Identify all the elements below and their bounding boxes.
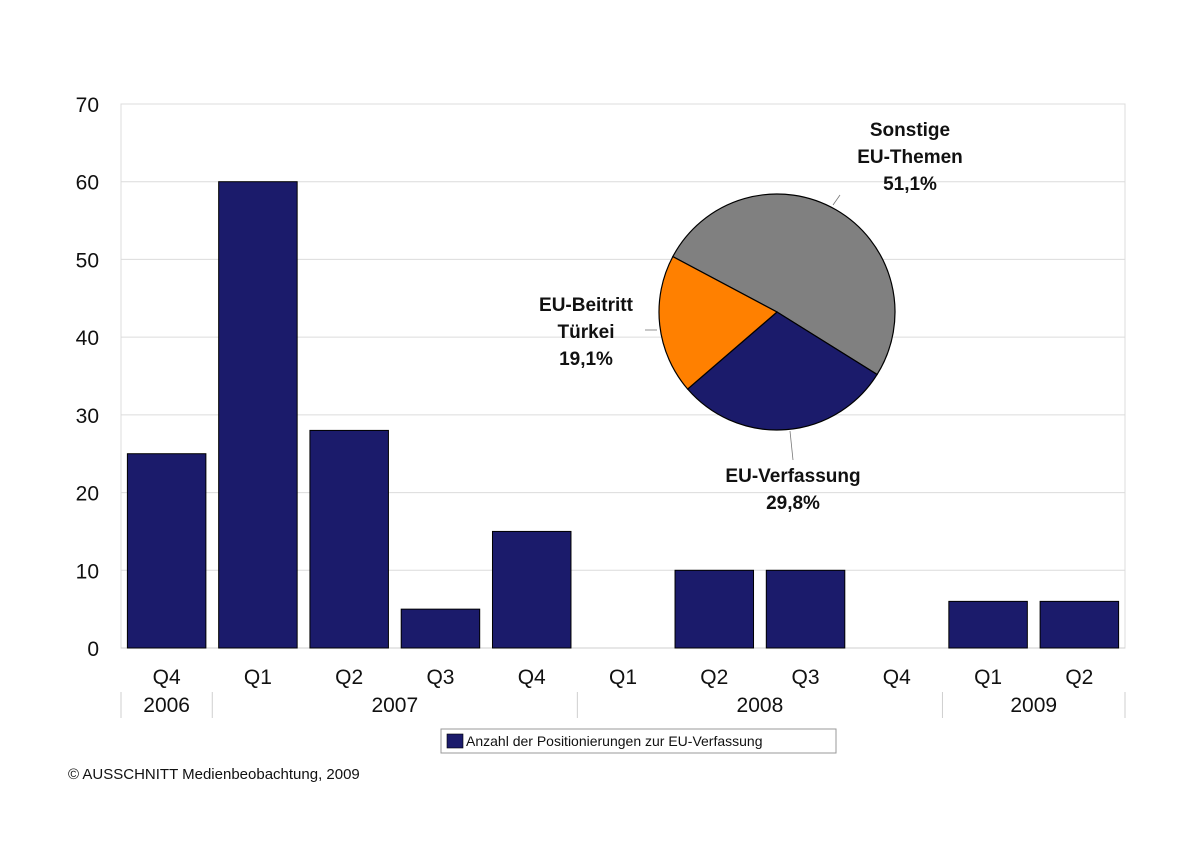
pie-slice-label: Türkei [557,322,614,343]
pie-slice [658,255,779,390]
legend-label: Anzahl der Positionierungen zur EU-Verfa… [466,733,763,749]
bar [309,429,389,649]
pie-slice [671,193,896,376]
x-category-label: Q1 [974,666,1002,689]
pie-leader-line [789,430,794,461]
legend-box [440,728,837,754]
bar [126,453,207,649]
pie-slice-label: Sonstige [870,120,950,141]
bar [765,569,846,649]
x-category-label: Q4 [883,666,911,689]
x-category-label: Q2 [700,666,728,689]
legend: Anzahl der Positionierungen zur EU-Verfa… [440,728,837,754]
y-tick-label: 0 [87,638,99,661]
year-label: 2007 [371,694,418,717]
bar [218,181,298,649]
pie-slice-label: EU-Verfassung [725,466,860,487]
bars [126,181,1120,649]
year-label: 2009 [1010,694,1057,717]
x-category-label: Q3 [426,666,454,689]
pie-chart: Sonstige EU-Themen 51,1% EU-Verfassung 29,8%… [539,120,963,514]
legend-swatch [446,733,464,749]
year-label: 2008 [737,694,784,717]
x-category-label: Q4 [153,666,181,689]
y-tick-label: 60 [76,172,99,195]
pie-slice-label: EU-Themen [857,147,963,168]
bar [400,608,481,649]
x-category-label: Q2 [1065,666,1093,689]
pie-leader-line [832,194,841,206]
pie-value-label: 19,1% [559,349,613,370]
x-category-label: Q4 [518,666,546,689]
bar [674,569,755,649]
y-tick-label: 10 [76,560,99,583]
y-tick-label: 70 [76,94,99,117]
y-tick-label: 50 [76,249,99,272]
bar [491,530,572,649]
pie-value-label: 29,8% [766,493,820,514]
x-axis-categories: Q4 Q1 Q2 Q3 Q4 Q1 Q2 Q3 Q4 Q1 Q2 [153,666,1094,689]
year-label: 2006 [143,694,190,717]
y-tick-label: 20 [76,483,99,506]
x-category-label: Q1 [244,666,272,689]
y-axis-ticks: 0 10 20 30 40 50 60 70 [76,94,99,661]
pie-value-label: 51,1% [883,174,937,195]
bar [948,600,1028,649]
bar [1039,600,1120,649]
y-tick-label: 40 [76,327,99,350]
pie-slice-label: EU-Beitritt [539,295,634,316]
y-tick-label: 30 [76,405,99,428]
footer-copyright: © AUSSCHNITT Medienbeobachtung, 2009 [68,766,360,783]
x-category-label: Q3 [792,666,820,689]
x-axis-years: 2006 2007 2008 2009 [120,692,1126,718]
pie-slice [686,311,878,431]
x-category-label: Q1 [609,666,637,689]
x-category-label: Q2 [335,666,363,689]
